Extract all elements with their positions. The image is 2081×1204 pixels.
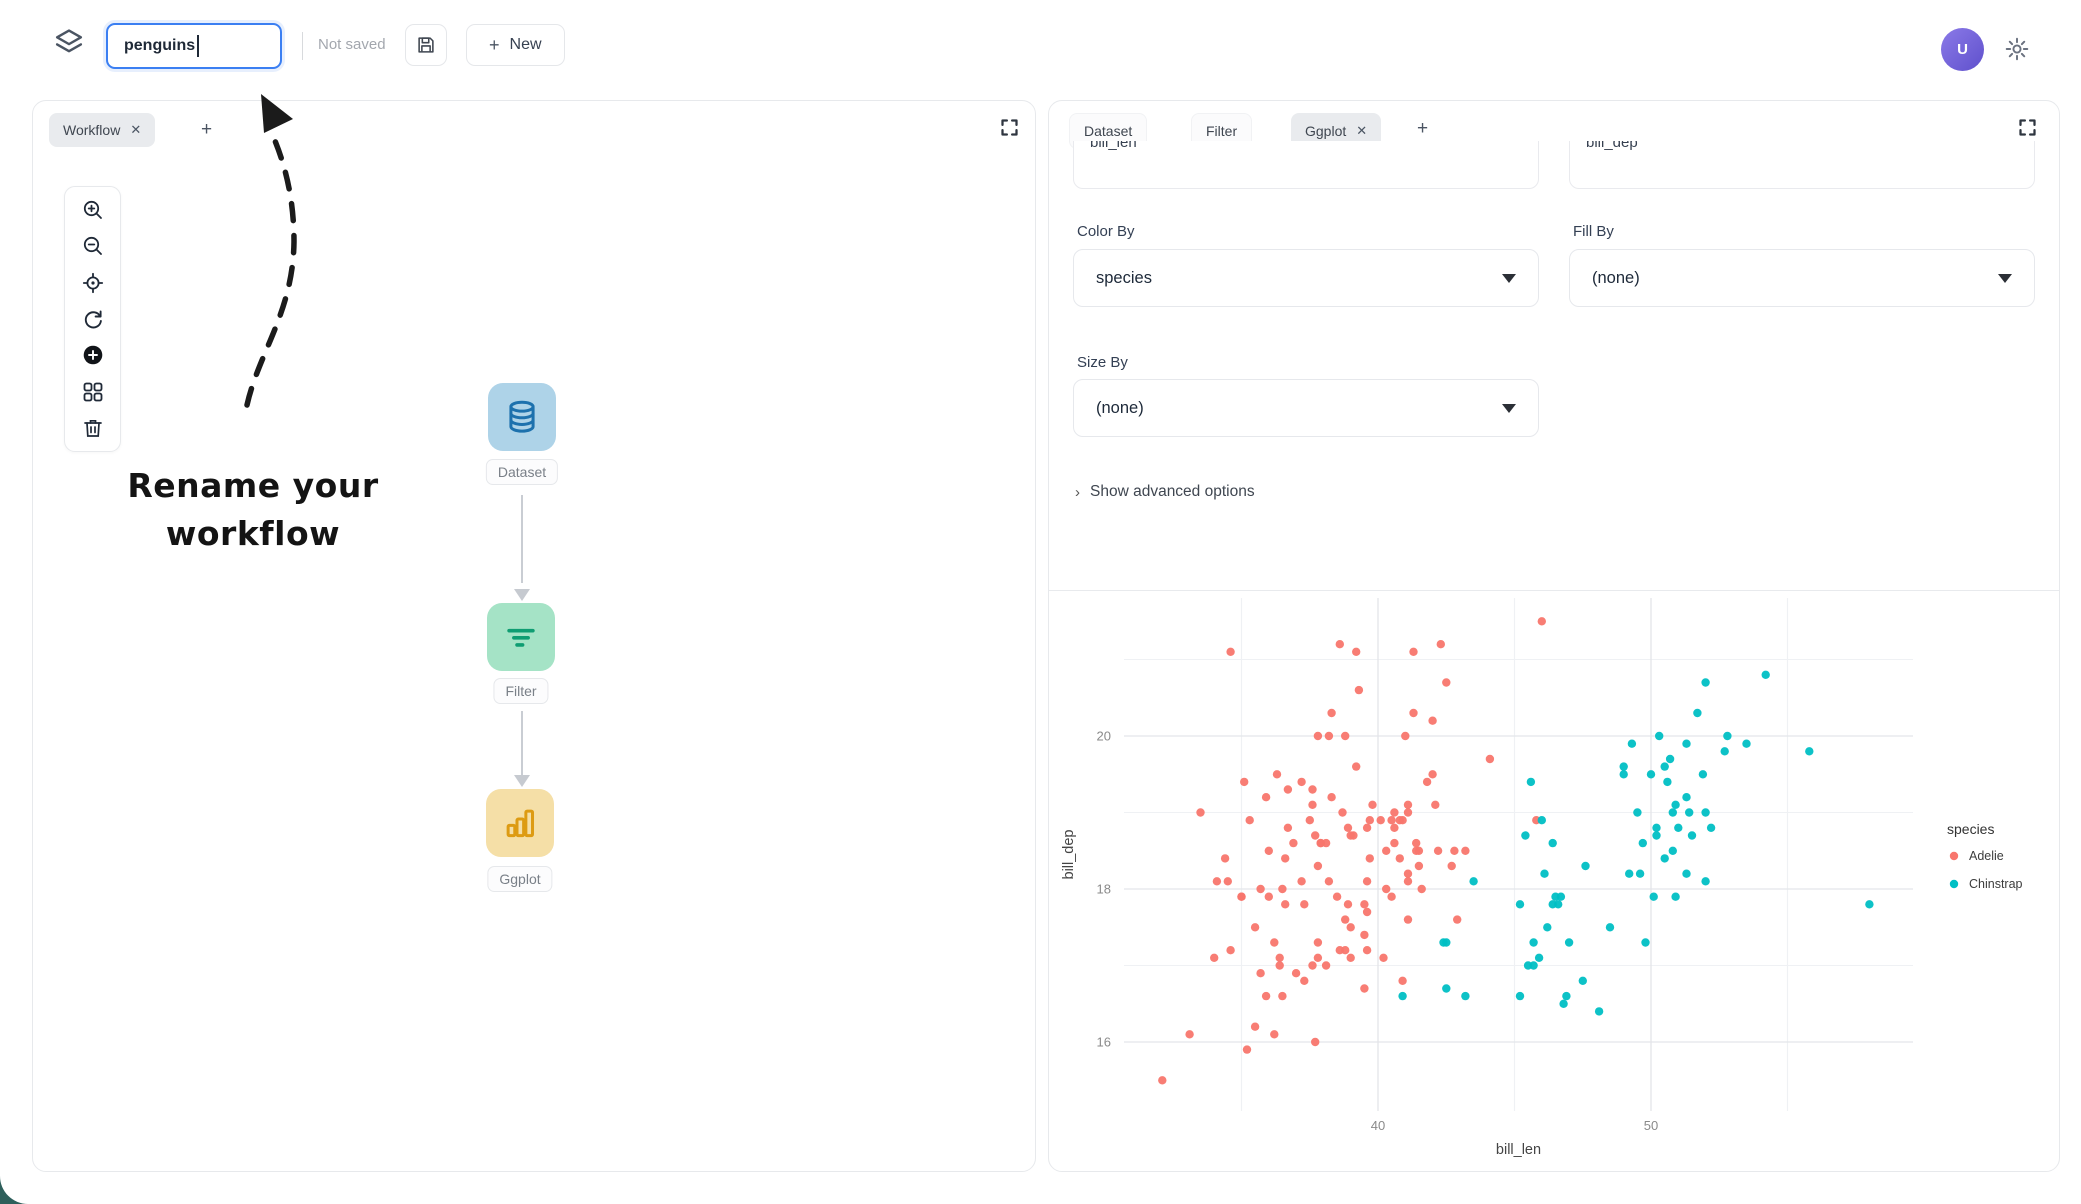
svg-text:bill_len: bill_len — [1496, 1142, 1541, 1158]
add-inspector-tab-button[interactable]: + — [1417, 118, 1429, 139]
tab-filter-label: Filter — [1206, 123, 1238, 139]
tab-workflow[interactable]: Workflow ✕ — [49, 113, 156, 147]
size-by-label: Size By — [1077, 354, 1128, 371]
edge-arrowhead — [514, 775, 530, 787]
chevron-down-icon — [1998, 273, 2012, 283]
workflow-name-text: penguins — [124, 37, 196, 54]
clipped-variable-row: bill_len bill_dep — [1049, 141, 2059, 191]
fill-by-label: Fill By — [1573, 223, 1614, 240]
size-by-select[interactable]: (none) — [1073, 379, 1539, 437]
text-cursor — [197, 35, 200, 57]
svg-text:species: species — [1947, 821, 1994, 837]
svg-text:18: 18 — [1097, 882, 1111, 897]
add-canvas-tab-button[interactable]: + — [201, 119, 213, 140]
annotation-line2: workflow — [165, 513, 341, 553]
y-variable-select[interactable]: bill_dep — [1569, 141, 2035, 189]
chevron-down-icon — [1502, 403, 1516, 413]
tab-ggplot-label: Ggplot — [1305, 123, 1347, 139]
edge-dataset-filter — [521, 495, 523, 583]
svg-text:bill_dep: bill_dep — [1061, 830, 1077, 880]
app-logo-layers-icon — [55, 29, 83, 53]
bar-chart-icon — [506, 809, 535, 838]
node-filter-label: Filter — [493, 678, 549, 704]
workflow-canvas-panel: Workflow ✕ + — [32, 100, 1036, 1172]
svg-text:Chinstrap: Chinstrap — [1969, 877, 2023, 891]
divider — [1049, 590, 2059, 591]
y-variable-value: bill_dep — [1586, 141, 1638, 151]
chevron-right-icon: › — [1075, 483, 1080, 501]
user-avatar[interactable]: U — [1941, 28, 1984, 71]
x-variable-value: bill_len — [1090, 141, 1137, 151]
node-ggplot[interactable] — [486, 789, 554, 857]
plus-icon: + — [489, 34, 500, 55]
node-dataset-label: Dataset — [485, 459, 559, 485]
node-filter[interactable] — [487, 603, 555, 671]
save-status: Not saved — [318, 36, 386, 53]
new-workflow-button[interactable]: + New — [466, 24, 565, 66]
svg-text:50: 50 — [1644, 1118, 1658, 1133]
desktop-corner — [0, 1178, 30, 1204]
fullscreen-icon[interactable] — [999, 117, 1020, 138]
filter-lines-icon — [507, 628, 535, 647]
save-floppy-icon — [418, 37, 434, 53]
rename-annotation: Rename your workflow — [118, 462, 388, 558]
svg-text:Adelie: Adelie — [1969, 849, 2004, 863]
zoom-out-icon[interactable] — [81, 234, 105, 258]
annotation-line1: Rename your — [127, 466, 379, 505]
color-by-select[interactable]: species — [1073, 249, 1539, 307]
save-button[interactable] — [405, 24, 447, 66]
x-variable-select[interactable]: bill_len — [1073, 141, 1539, 189]
edge-filter-ggplot — [521, 711, 523, 775]
top-bar: penguins Not saved + New U — [0, 0, 2081, 86]
close-icon[interactable]: ✕ — [1356, 123, 1368, 138]
workflow-name-input[interactable]: penguins — [106, 23, 282, 69]
chevron-down-icon — [1502, 273, 1516, 283]
advanced-options-label: Show advanced options — [1090, 483, 1255, 500]
add-node-icon[interactable] — [81, 343, 105, 367]
edge-arrowhead — [514, 589, 530, 601]
fill-by-select[interactable]: (none) — [1569, 249, 2035, 307]
layout-grid-icon[interactable] — [81, 380, 105, 404]
trash-icon[interactable] — [81, 416, 105, 440]
node-dataset[interactable] — [488, 383, 556, 451]
show-advanced-options-toggle[interactable]: › Show advanced options — [1075, 483, 1255, 501]
node-ggplot-label: Ggplot — [487, 866, 553, 892]
canvas-toolbar — [64, 186, 121, 452]
fill-by-value: (none) — [1592, 268, 1640, 287]
size-by-value: (none) — [1096, 398, 1144, 417]
color-by-value: species — [1096, 268, 1152, 287]
fit-view-locate-icon[interactable] — [81, 271, 105, 295]
scatter-plot: 16 18 20 40 50 bill_len bill_dep species Adelie C… — [1061, 598, 2023, 1158]
database-icon — [509, 400, 535, 433]
zoom-in-icon[interactable] — [81, 198, 105, 222]
settings-gear-icon[interactable] — [2004, 36, 2030, 62]
svg-text:40: 40 — [1371, 1118, 1385, 1133]
new-button-label: New — [509, 36, 542, 53]
refresh-icon[interactable] — [81, 307, 105, 331]
svg-text:20: 20 — [1097, 729, 1111, 744]
svg-text:16: 16 — [1097, 1035, 1111, 1050]
color-by-label: Color By — [1077, 223, 1135, 240]
close-icon[interactable]: ✕ — [130, 122, 142, 137]
fullscreen-icon[interactable] — [2017, 117, 2038, 138]
tab-dataset-label: Dataset — [1084, 123, 1133, 139]
tab-workflow-label: Workflow — [63, 122, 121, 138]
inspector-panel: Dataset Filter Ggplot ✕ + bill_len bill_… — [1048, 100, 2060, 1172]
topbar-divider — [302, 32, 303, 60]
